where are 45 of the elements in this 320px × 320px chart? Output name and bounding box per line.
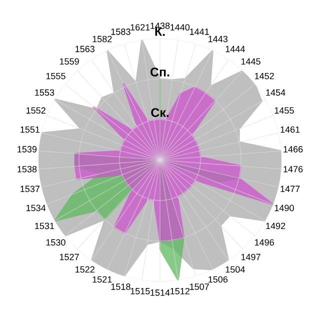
spoke-label: 1504 [226,266,245,273]
spoke-label: 1443 [208,36,228,42]
spoke-label: 1537 [20,186,40,192]
spoke-label: 1551 [20,126,40,133]
spoke-label: 1559 [60,58,79,65]
spoke-label: 1538 [18,166,37,172]
spoke-label: 1512 [170,288,190,294]
spoke-label: 1583 [111,28,130,35]
spoke-label: 1563 [76,46,94,52]
spoke-label: 1555 [46,72,66,80]
spoke-label: 1497 [241,254,260,260]
spoke-label: 1552 [26,107,46,114]
spoke-label: 1582 [92,36,112,42]
spoke-label: 1507 [190,284,209,290]
spoke-label: 1506 [208,276,228,283]
spoke-label: 1492 [266,222,286,230]
spoke-label: 1621 [130,24,150,31]
spoke-label: 1455 [274,107,294,114]
spoke-label: 1438 [150,22,170,30]
spoke-label: 1445 [241,58,260,65]
spoke-label: 1476 [284,166,303,172]
spoke-label: 1496 [254,239,274,246]
spoke-label: 1452 [254,72,274,80]
spoke-label: 1527 [60,254,79,260]
y-tick-label: Сп. [150,68,170,76]
spoke-label: 1477 [280,186,300,192]
spoke-label: 1553 [35,89,54,96]
spoke-label: 1515 [130,288,150,294]
spoke-label: 1518 [111,284,130,290]
spoke-label: 1514 [150,290,170,296]
spoke-label: 1454 [266,89,286,96]
spoke-label: 1444 [226,46,245,52]
spoke-label: 1531 [35,222,54,230]
spoke-label: 1534 [26,204,46,212]
spoke-label: 1466 [284,146,303,152]
spoke-label: 1530 [46,239,66,246]
spoke-label: 1461 [280,126,300,133]
spoke-label: 1522 [76,266,94,273]
y-tick-label: К. [155,27,165,36]
spoke-label: 1440 [170,24,190,31]
spoke-label: 1441 [190,28,209,35]
y-tick-label: Ск. [151,108,169,117]
spoke-label: 1539 [18,146,37,152]
spoke-label: 1490 [274,204,294,212]
spoke-label: 1521 [92,276,112,283]
